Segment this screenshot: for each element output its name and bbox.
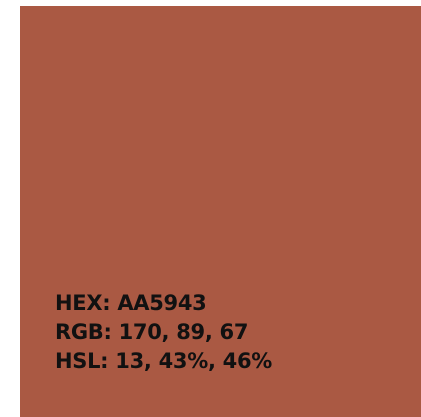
rgb-line: RGB: 170, 89, 67: [55, 320, 249, 344]
hsl-line: HSL: 13, 43%, 46%: [55, 349, 273, 373]
hex-line: HEX: AA5943: [55, 291, 207, 315]
color-swatch: HEX: AA5943 RGB: 170, 89, 67 HSL: 13, 43…: [20, 6, 421, 417]
color-info: HEX: AA5943 RGB: 170, 89, 67 HSL: 13, 43…: [55, 289, 272, 376]
